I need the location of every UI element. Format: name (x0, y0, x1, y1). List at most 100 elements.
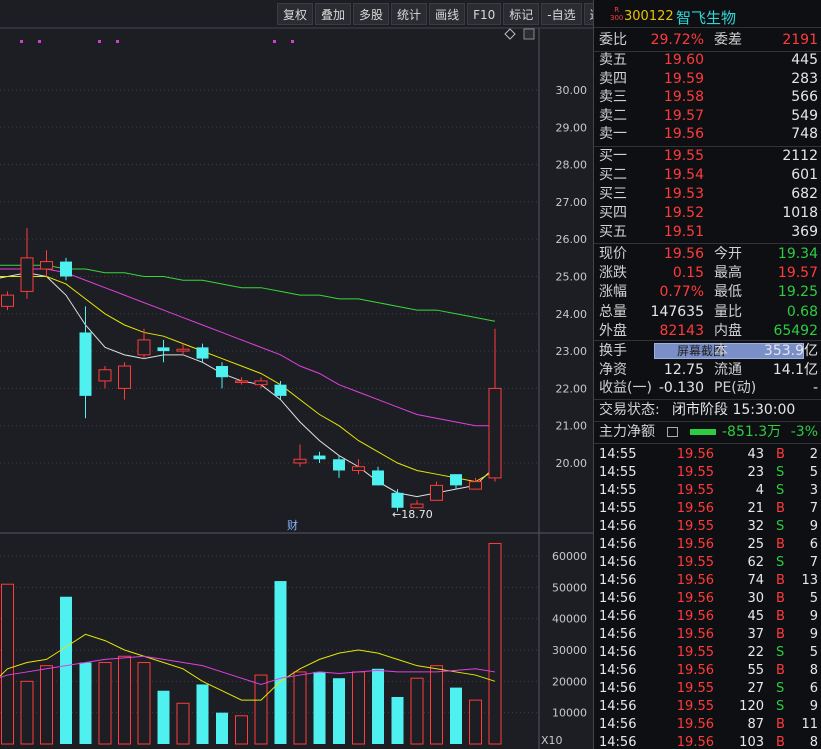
candle-body[interactable] (352, 466, 365, 471)
bid-row[interactable]: 买二 19.54 601 (594, 166, 821, 184)
tick-row[interactable]: 14:56 19.55 27 S 6 (594, 680, 821, 698)
tick-row[interactable]: 14:56 19.56 30 B 5 (594, 590, 821, 608)
volume-bar[interactable] (216, 712, 228, 744)
tick-row[interactable]: 14:56 19.56 55 B 8 (594, 662, 821, 680)
event-marker[interactable]: 财 (287, 518, 298, 532)
diamond-icon[interactable] (504, 28, 516, 40)
volume-bar[interactable] (293, 671, 307, 745)
volume-bar[interactable] (430, 665, 443, 745)
bid-row[interactable]: 买五 19.51 369 (594, 223, 821, 241)
candle-body[interactable] (450, 474, 462, 486)
scroll-handle[interactable] (523, 28, 535, 40)
toolbar-button-2[interactable]: 多股 (353, 3, 390, 25)
bid-row[interactable]: 买一 19.55 2112 (594, 147, 821, 165)
volume-bar[interactable] (98, 662, 112, 745)
volume-bar[interactable] (20, 680, 34, 745)
candle-body[interactable] (216, 366, 228, 378)
candle-body[interactable] (1, 294, 14, 307)
volume-bar[interactable] (410, 677, 424, 745)
volume-bar[interactable] (79, 662, 92, 744)
volume-bar[interactable] (176, 702, 190, 745)
volume-bar[interactable] (391, 697, 404, 744)
ask-row[interactable]: 卖二 19.57 549 (594, 107, 821, 125)
tick-row[interactable]: 14:56 19.56 87 B 11 (594, 716, 821, 734)
tick-row[interactable]: 14:56 19.55 32 S 9 (594, 518, 821, 536)
candle-body[interactable] (313, 455, 326, 460)
candle-body[interactable] (118, 365, 131, 389)
volume-bar[interactable] (235, 715, 248, 745)
tick-volume: 21 (747, 501, 764, 516)
candle-body[interactable] (333, 459, 345, 471)
candle-body[interactable] (488, 387, 502, 479)
ask-row[interactable]: 卖四 19.59 283 (594, 70, 821, 88)
candle-body[interactable] (254, 380, 268, 386)
toolbar-button-0[interactable]: 复权 (277, 3, 314, 25)
toolbar-button-4[interactable]: 画线 (429, 3, 466, 25)
screenshot-popup[interactable]: 屏幕截图 (654, 343, 804, 359)
candle-body[interactable] (469, 481, 482, 490)
tick-row[interactable]: 14:56 19.55 120 S 9 (594, 698, 821, 716)
volume-bar[interactable] (157, 690, 170, 744)
volume-bar[interactable] (137, 662, 151, 745)
ask-volume: 566 (791, 89, 818, 106)
volume-bar[interactable] (352, 671, 365, 745)
volume-bar[interactable] (488, 542, 502, 745)
ask-row[interactable]: 卖五 19.60 445 (594, 51, 821, 69)
bid-row[interactable]: 买四 19.52 1018 (594, 204, 821, 222)
toolbar-button-1[interactable]: 叠加 (315, 3, 352, 25)
candle-body[interactable] (98, 369, 112, 382)
ask-row[interactable]: 卖一 19.56 748 (594, 125, 821, 143)
tick-row[interactable]: 14:56 19.56 45 B 9 (594, 608, 821, 626)
candle-body[interactable] (60, 261, 72, 277)
bid-row[interactable]: 买三 19.53 682 (594, 185, 821, 203)
candle-body[interactable] (372, 470, 384, 486)
candle-body[interactable] (157, 347, 170, 352)
ask-row[interactable]: 卖三 19.58 566 (594, 88, 821, 106)
candle-body[interactable] (293, 458, 307, 464)
toolbar-button-5[interactable]: F10 (467, 3, 502, 25)
tick-row[interactable]: 14:56 19.55 22 S 5 (594, 644, 821, 662)
candle-body[interactable] (137, 339, 151, 356)
tick-row[interactable]: 14:55 19.56 43 B 2 (594, 446, 821, 464)
volume-bar[interactable] (313, 671, 326, 744)
candle-body[interactable] (410, 503, 424, 509)
volume-bar[interactable] (469, 699, 482, 745)
stock-code[interactable]: 300122 (624, 9, 674, 24)
candle-body[interactable] (391, 492, 404, 508)
candle-body[interactable] (20, 257, 34, 292)
candle-body[interactable] (40, 261, 53, 270)
candle-body[interactable] (196, 347, 209, 359)
candle-body[interactable] (79, 332, 92, 396)
toolbar-button-3[interactable]: 统计 (391, 3, 428, 25)
volume-bar[interactable] (40, 665, 53, 745)
diff-label: 委差 (714, 32, 742, 48)
volume-bar[interactable] (196, 684, 209, 744)
tick-row[interactable]: 14:56 19.56 74 B 13 (594, 572, 821, 590)
toolbar-button-7[interactable]: -自选 (541, 3, 582, 25)
volume-bar[interactable] (274, 581, 287, 744)
toolbar-button-6[interactable]: 标记 (503, 3, 540, 25)
volume-bar[interactable] (372, 668, 384, 744)
tick-row[interactable]: 14:56 19.56 25 B 6 (594, 536, 821, 554)
tick-row[interactable]: 14:56 19.55 62 S 7 (594, 554, 821, 572)
tick-row[interactable]: 14:56 19.56 103 B 8 (594, 734, 821, 749)
tick-row[interactable]: 14:56 19.56 37 B 9 (594, 626, 821, 644)
volume-bar[interactable] (333, 678, 345, 744)
list-icon[interactable] (667, 427, 678, 437)
stock-name[interactable]: 智飞生物 (676, 9, 737, 27)
candle-body[interactable] (235, 380, 248, 383)
volume-bar[interactable] (254, 674, 268, 745)
candle-body[interactable] (274, 384, 287, 396)
volume-bar[interactable] (1, 583, 14, 745)
volume-bar[interactable] (118, 655, 131, 745)
candle-body[interactable] (176, 348, 190, 352)
ask-volume: 549 (791, 107, 818, 124)
candle-body[interactable] (430, 484, 443, 501)
kline-chart-area[interactable]: 30.00 29.00 28.00 27.00 26.00 25.00 24.00 23.00… (0, 0, 593, 749)
tick-row[interactable]: 14:55 19.55 4 S 3 (594, 482, 821, 500)
volume-bar[interactable] (60, 596, 72, 744)
tick-row[interactable]: 14:55 19.55 23 S 5 (594, 464, 821, 482)
tick-row[interactable]: 14:55 19.56 21 B 7 (594, 500, 821, 518)
volume-bar[interactable] (450, 687, 462, 744)
kline-chart-svg[interactable]: 30.00 29.00 28.00 27.00 26.00 25.00 24.00 23.00… (0, 0, 593, 749)
